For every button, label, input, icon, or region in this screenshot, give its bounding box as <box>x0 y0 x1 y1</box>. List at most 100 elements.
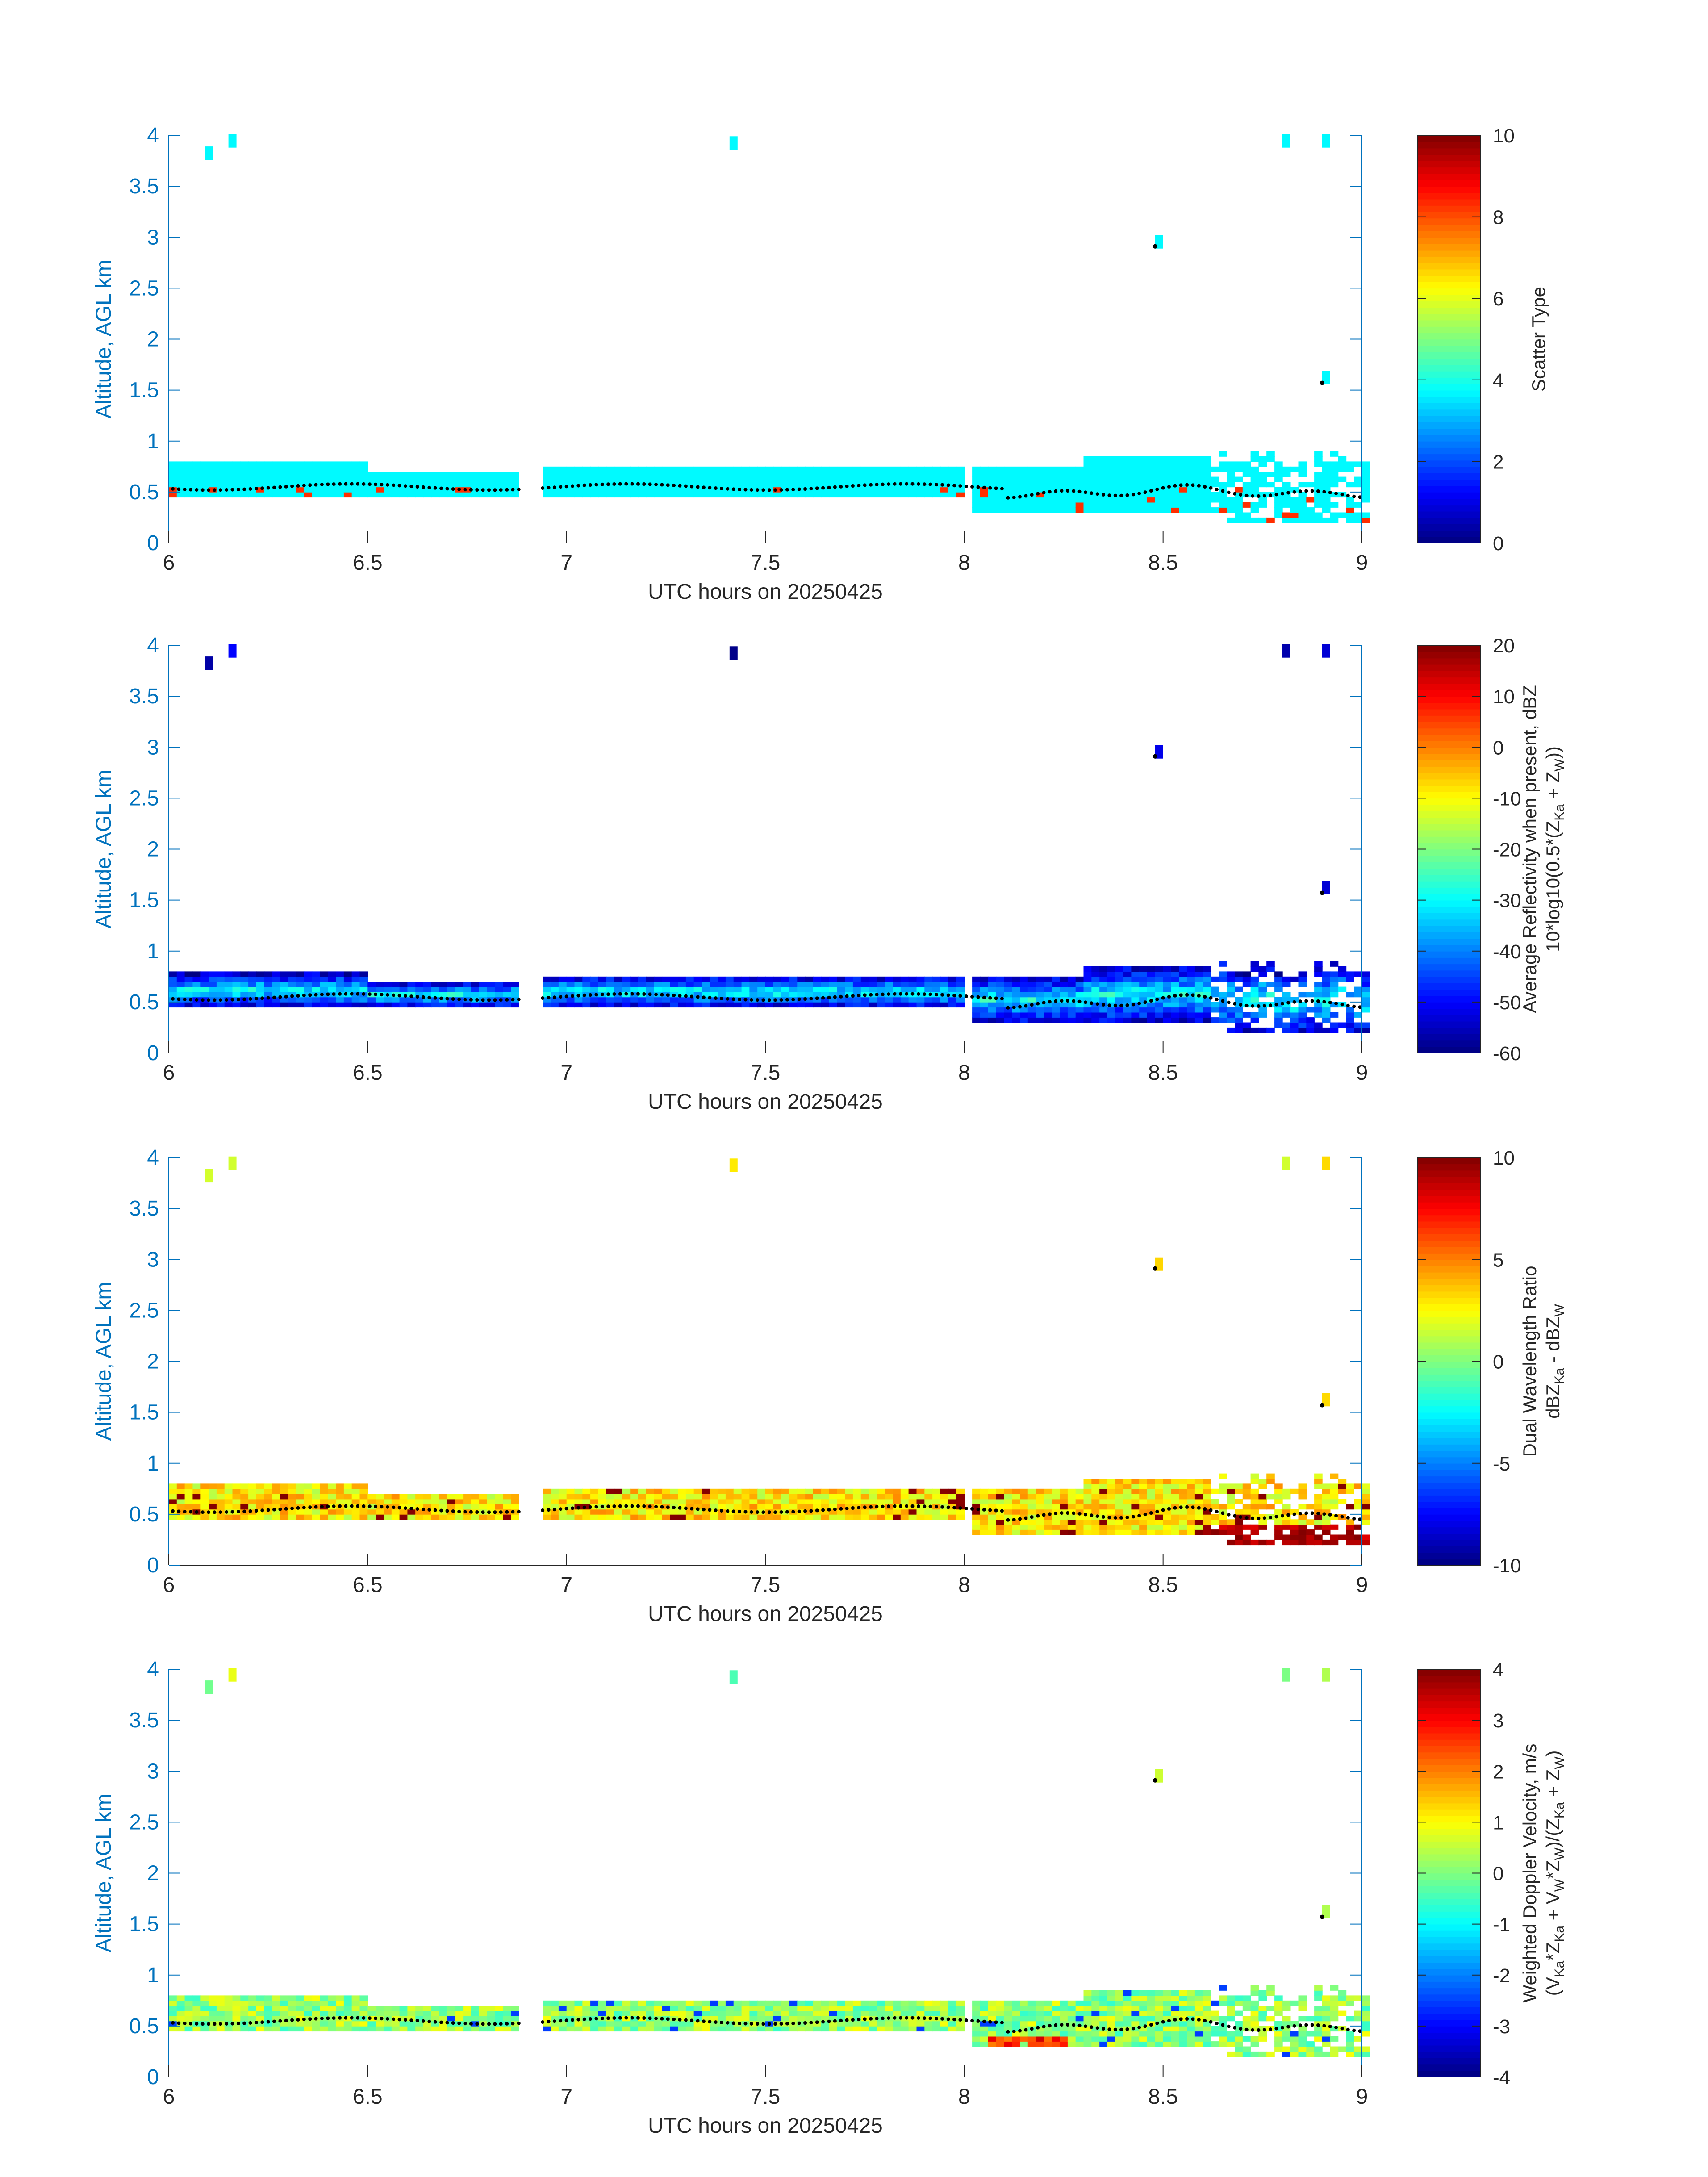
heatmap-cell <box>972 1514 981 1520</box>
colorbar-tick-label: -60 <box>1493 1043 1521 1065</box>
heatmap-cell <box>1155 1499 1164 1504</box>
heatmap-cell <box>1314 492 1323 498</box>
heatmap-cell <box>1179 1529 1187 1535</box>
heatmap-cell <box>1107 2041 1116 2047</box>
heatmap-cell <box>574 2026 583 2032</box>
heatmap-cell <box>1203 1494 1211 1500</box>
heatmap-cell <box>1091 472 1100 477</box>
heatmap-cell <box>1322 134 1330 148</box>
heatmap-cell <box>1242 517 1251 523</box>
heatmap-cell <box>1179 1483 1187 1489</box>
colorbar-segment <box>1418 970 1480 977</box>
heatmap-cell <box>184 1499 193 1504</box>
heatmap-cell <box>1242 976 1251 982</box>
cloud-base-dot <box>898 992 902 996</box>
heatmap-cell <box>216 1514 225 1520</box>
heatmap-cell <box>693 482 702 488</box>
heatmap-cell <box>296 2026 305 2032</box>
heatmap-cell <box>543 1002 551 1008</box>
heatmap-cell <box>328 461 336 467</box>
heatmap-cell <box>900 997 909 1003</box>
heatmap-cell <box>590 1494 599 1500</box>
cloud-base-dot <box>935 1505 938 1509</box>
heatmap-cell <box>399 476 408 482</box>
colorbar-segment <box>1418 1521 1480 1528</box>
heatmap-cell <box>1044 476 1052 482</box>
cloud-base-dot <box>684 994 688 998</box>
heatmap-cell <box>908 2010 917 2016</box>
heatmap-cell <box>1298 472 1307 477</box>
heatmap-cell <box>200 2016 209 2022</box>
heatmap-cell <box>702 976 710 982</box>
heatmap-cell <box>415 986 424 992</box>
heatmap-cell <box>471 2010 480 2016</box>
heatmap-cell <box>328 1494 336 1500</box>
heatmap-cell <box>1044 472 1052 477</box>
heatmap-cell <box>209 971 217 977</box>
heatmap-cell <box>1250 982 1259 987</box>
cloud-base-dot <box>332 992 336 996</box>
heatmap-cell <box>1298 1017 1307 1023</box>
cloud-base-dot <box>541 486 545 490</box>
heatmap-cell <box>638 986 647 992</box>
heatmap-cell <box>670 2006 678 2011</box>
heatmap-cell <box>877 1499 885 1504</box>
heatmap-cell <box>511 1504 519 1510</box>
heatmap-cell <box>1060 1017 1068 1023</box>
heatmap-cell <box>1020 476 1028 482</box>
cloud-base-dot <box>696 485 700 489</box>
heatmap-cell <box>757 472 766 477</box>
heatmap-cell <box>224 971 233 977</box>
heatmap-cell <box>343 1995 352 2001</box>
heatmap-cell <box>940 2006 949 2011</box>
heatmap-cell <box>1179 1509 1187 1515</box>
heatmap-cell <box>415 2006 424 2011</box>
heatmap-cell <box>1115 466 1124 472</box>
cloud-base-dot <box>225 1510 229 1514</box>
heatmap-cell <box>391 1514 400 1520</box>
heatmap-cell <box>176 1488 185 1494</box>
heatmap-cell <box>988 507 997 513</box>
heatmap-cell <box>1052 482 1060 488</box>
heatmap-cell <box>376 982 384 987</box>
heatmap-cell <box>1107 487 1116 493</box>
heatmap-cell <box>495 2026 503 2032</box>
heatmap-cell <box>367 1514 376 1520</box>
cloud-base-dot <box>708 486 712 490</box>
cloud-base-dot <box>1006 496 1010 500</box>
heatmap-cell <box>272 1483 281 1489</box>
heatmap-cell <box>566 986 575 992</box>
heatmap-cell <box>256 2000 265 2006</box>
heatmap-cell <box>1298 502 1307 508</box>
cloud-base-dot <box>1167 485 1171 489</box>
cloud-base-dot <box>338 1504 342 1508</box>
heatmap-cell <box>1075 1012 1084 1018</box>
heatmap-cell <box>479 2026 488 2032</box>
heatmap-cell <box>725 1504 734 1510</box>
cloud-base-dot <box>451 997 455 1001</box>
heatmap-cell <box>630 1002 639 1008</box>
heatmap-cell <box>574 997 583 1003</box>
heatmap-cell <box>312 2026 321 2032</box>
cloud-base-dot <box>1185 993 1189 997</box>
colorbar-segment <box>1418 161 1480 168</box>
heatmap-cell <box>184 986 193 992</box>
heatmap-cell <box>948 492 957 498</box>
heatmap-cell <box>1060 1529 1068 1535</box>
heatmap-cell <box>678 492 686 498</box>
heatmap-cell <box>248 1499 257 1504</box>
heatmap-cell <box>685 487 694 493</box>
heatmap-cell <box>431 476 440 482</box>
heatmap-cell <box>654 1509 663 1515</box>
heatmap-cell <box>1290 1529 1299 1535</box>
heatmap-cell <box>1171 1524 1180 1530</box>
heatmap-cell <box>336 1995 344 2001</box>
heatmap-cell <box>1203 502 1211 508</box>
heatmap-cell <box>1290 1539 1299 1546</box>
colorbar-tick-label: -5 <box>1493 1453 1510 1475</box>
heatmap-cell <box>781 2010 790 2016</box>
heatmap-cell <box>869 986 877 992</box>
heatmap-cell <box>598 2021 607 2027</box>
colorbar-label-text: Average Reflectivity when present, dBZ <box>1519 685 1540 1013</box>
heatmap-cell <box>320 492 329 498</box>
